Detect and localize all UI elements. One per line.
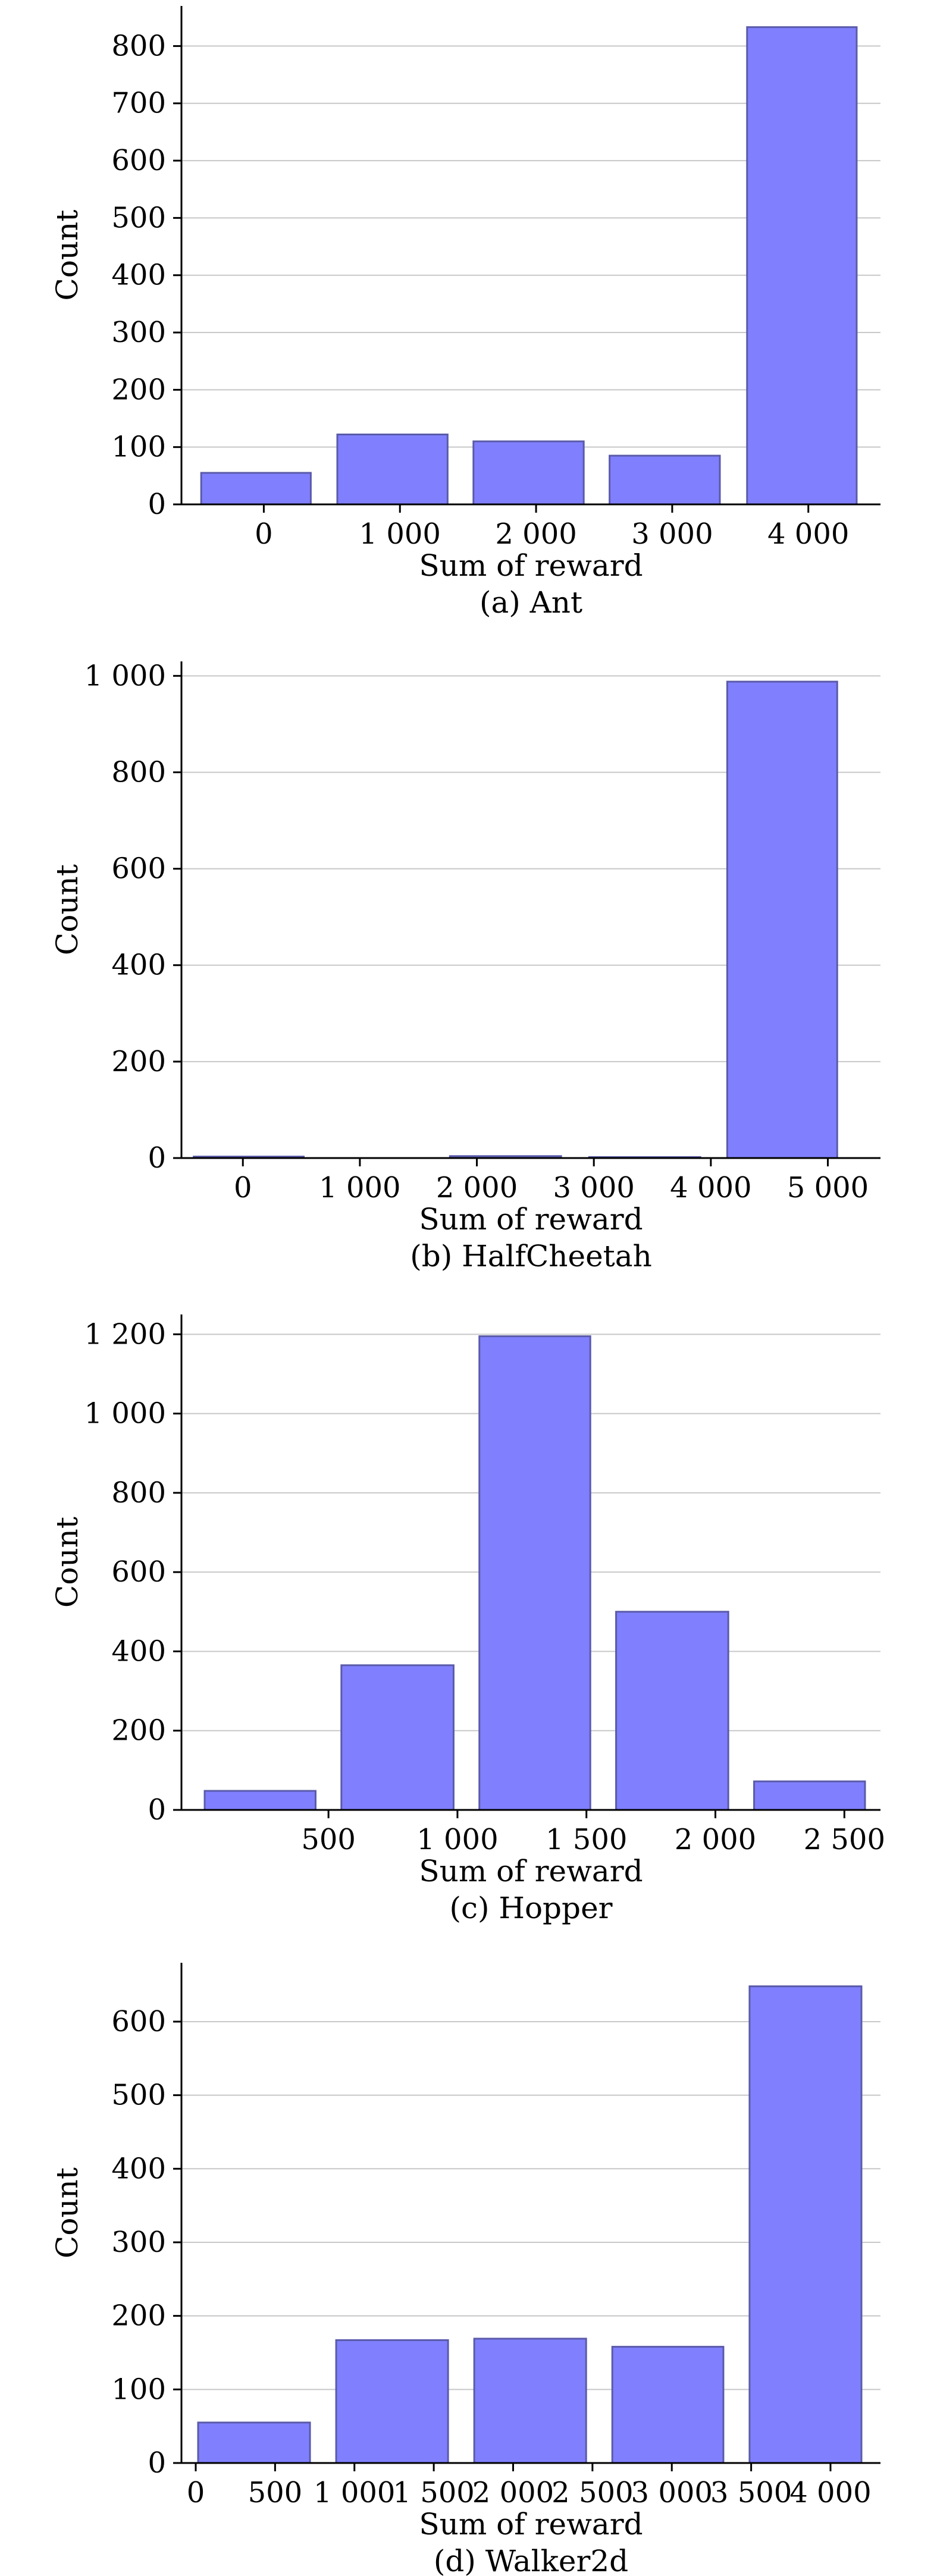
x-tick-label: 1 500 bbox=[546, 1823, 627, 1856]
figure-caption: (b) HalfCheetah bbox=[410, 1239, 652, 1273]
x-tick-label: 5 000 bbox=[787, 1171, 869, 1204]
x-tick-label: 3 000 bbox=[631, 2476, 713, 2509]
x-tick-label: 0 bbox=[255, 517, 273, 551]
y-axis-label: Count bbox=[50, 2167, 84, 2258]
figure-caption: (c) Hopper bbox=[449, 1891, 612, 1925]
y-tick-label: 300 bbox=[111, 2226, 166, 2259]
x-tick-label: 2 000 bbox=[675, 1823, 756, 1856]
y-tick-label: 400 bbox=[111, 2152, 166, 2185]
x-tick-label: 500 bbox=[301, 1823, 356, 1856]
x-tick-label: 3 000 bbox=[631, 517, 713, 551]
x-tick-label: 1 000 bbox=[319, 1171, 400, 1204]
x-axis-label: Sum of reward bbox=[419, 1854, 643, 1888]
y-tick-label: 700 bbox=[111, 87, 166, 120]
histogram-bar bbox=[340, 1664, 455, 1811]
histogram-bar bbox=[336, 433, 449, 506]
x-tick-label: 1 000 bbox=[314, 2476, 395, 2509]
y-tick-label: 200 bbox=[111, 1045, 166, 1078]
x-tick-label: 2 000 bbox=[495, 517, 576, 551]
y-tick-label: 600 bbox=[111, 852, 166, 886]
y-tick-label: 200 bbox=[111, 1714, 166, 1747]
y-tick-label: 800 bbox=[111, 755, 166, 789]
x-axis-label: Sum of reward bbox=[419, 548, 643, 583]
x-tick-label: 3 500 bbox=[710, 2476, 792, 2509]
y-tick-label: 0 bbox=[148, 2446, 166, 2480]
x-tick-label: 2 500 bbox=[551, 2476, 633, 2509]
histogram-bar bbox=[746, 26, 858, 506]
x-tick-label: 4 000 bbox=[670, 1171, 751, 1204]
histogram-bar bbox=[609, 454, 721, 506]
y-tick-label: 600 bbox=[111, 1555, 166, 1589]
y-tick-label: 100 bbox=[111, 431, 166, 464]
y-tick-label: 600 bbox=[111, 144, 166, 177]
y-tick-label: 600 bbox=[111, 2005, 166, 2038]
x-tick-label: 1 000 bbox=[416, 1823, 498, 1856]
histogram-bar bbox=[200, 472, 312, 506]
y-tick-label: 800 bbox=[111, 29, 166, 62]
histogram-bar bbox=[203, 1790, 316, 1811]
histogram-bar bbox=[472, 440, 585, 506]
y-tick-label: 200 bbox=[111, 373, 166, 406]
x-axis-label: Sum of reward bbox=[419, 1202, 643, 1237]
y-tick-label: 0 bbox=[148, 1793, 166, 1827]
figure-caption: (a) Ant bbox=[480, 585, 582, 620]
x-tick-label: 4 000 bbox=[789, 2476, 871, 2509]
histogram-panel-1: 0 100 200 300 400 500 600 700 800 0 1 000 2 000 3 00… bbox=[50, 6, 880, 620]
y-tick-label: 200 bbox=[111, 2299, 166, 2333]
histogram-bar bbox=[478, 1335, 591, 1811]
x-tick-label: 1 500 bbox=[393, 2476, 474, 2509]
x-axis-label: Sum of reward bbox=[419, 2507, 643, 2542]
x-tick-label: 3 000 bbox=[553, 1171, 634, 1204]
y-tick-label: 0 bbox=[148, 1141, 166, 1175]
figure-caption: (d) Walker2d bbox=[434, 2544, 628, 2576]
histogram-bar bbox=[726, 680, 838, 1159]
histogram-panel-2: 0 200 400 600 800 1 000 0 1 000 2 000 3 000 4 000 5… bbox=[50, 659, 880, 1273]
histogram-bar bbox=[197, 2421, 311, 2464]
x-tick-label: 2 000 bbox=[472, 2476, 554, 2509]
y-tick-label: 1 000 bbox=[84, 659, 166, 692]
histogram-panel-3: 0 200 400 600 800 1 000 1 200 500 1 000 1 500 2 00… bbox=[50, 1314, 885, 1925]
y-tick-label: 1 200 bbox=[84, 1317, 166, 1351]
histogram-bar bbox=[473, 2337, 587, 2464]
y-tick-label: 100 bbox=[111, 2373, 166, 2406]
y-tick-label: 500 bbox=[111, 2079, 166, 2112]
x-tick-label: 4 000 bbox=[767, 517, 849, 551]
y-tick-label: 800 bbox=[111, 1476, 166, 1510]
x-tick-label: 2 500 bbox=[804, 1823, 885, 1856]
x-tick-label: 500 bbox=[248, 2476, 303, 2509]
y-tick-label: 500 bbox=[111, 201, 166, 234]
y-axis-label: Count bbox=[50, 210, 84, 301]
y-tick-label: 400 bbox=[111, 1634, 166, 1668]
y-tick-label: 0 bbox=[148, 488, 166, 521]
x-tick-label: 0 bbox=[234, 1171, 252, 1204]
y-tick-label: 1 000 bbox=[84, 1397, 166, 1430]
y-axis-label: Count bbox=[50, 864, 84, 955]
histogram-bar bbox=[335, 2339, 449, 2464]
x-tick-label: 2 000 bbox=[436, 1171, 518, 1204]
histogram-bar bbox=[753, 1780, 866, 1811]
y-tick-label: 400 bbox=[111, 949, 166, 982]
y-tick-label: 300 bbox=[111, 316, 166, 349]
histogram-bar bbox=[615, 1611, 729, 1811]
y-axis-label: Count bbox=[50, 1517, 84, 1608]
histogram-bar bbox=[611, 2346, 725, 2464]
y-tick-label: 400 bbox=[111, 259, 166, 292]
histogram-bar bbox=[748, 1985, 863, 2464]
x-tick-label: 1 000 bbox=[359, 517, 441, 551]
x-tick-label: 0 bbox=[187, 2476, 205, 2509]
